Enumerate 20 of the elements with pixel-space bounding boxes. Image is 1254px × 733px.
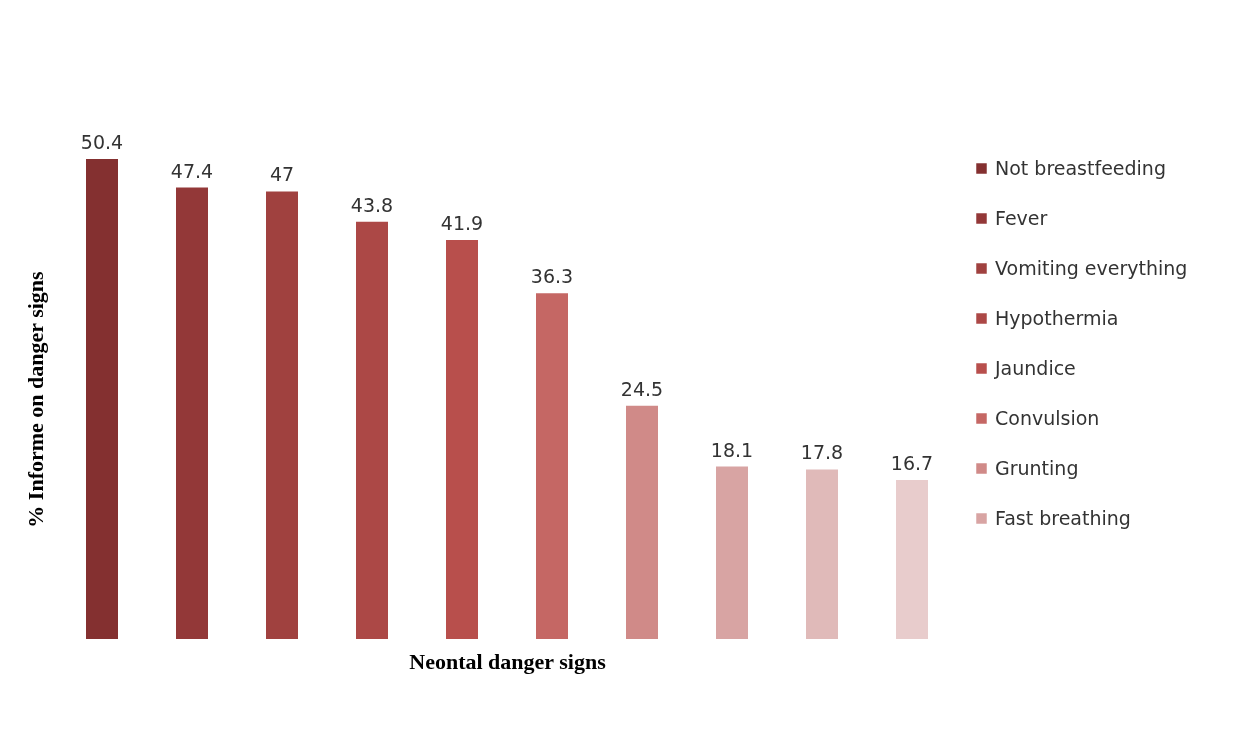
data-label: 16.7 — [890, 451, 934, 474]
data-label: 43.8 — [350, 193, 394, 216]
legend-label: Hypothermia — [995, 306, 1119, 329]
data-label: 24.5 — [620, 377, 664, 400]
legend-label: Grunting — [995, 456, 1079, 479]
data-label: 47 — [269, 163, 295, 186]
data-label: 41.9 — [440, 211, 484, 234]
legend-label: Convulsion — [995, 406, 1100, 429]
x-axis-title: Neontal danger signs — [409, 648, 607, 674]
y-axis-title: % Informe on danger signs — [22, 270, 48, 528]
legend-label: Jaundice — [994, 356, 1076, 379]
data-label: 17.8 — [800, 441, 844, 464]
data-label: 18.1 — [710, 438, 754, 461]
data-label: 50.4 — [80, 131, 124, 153]
legend-label: Fever — [995, 206, 1048, 229]
legend-label: Not breastfeeding — [995, 156, 1166, 179]
legend-label: Fast breathing — [995, 506, 1131, 529]
data-label: 36.3 — [530, 265, 574, 288]
legend-label: Vomiting everything — [995, 256, 1188, 279]
data-label: 47.4 — [170, 159, 214, 182]
